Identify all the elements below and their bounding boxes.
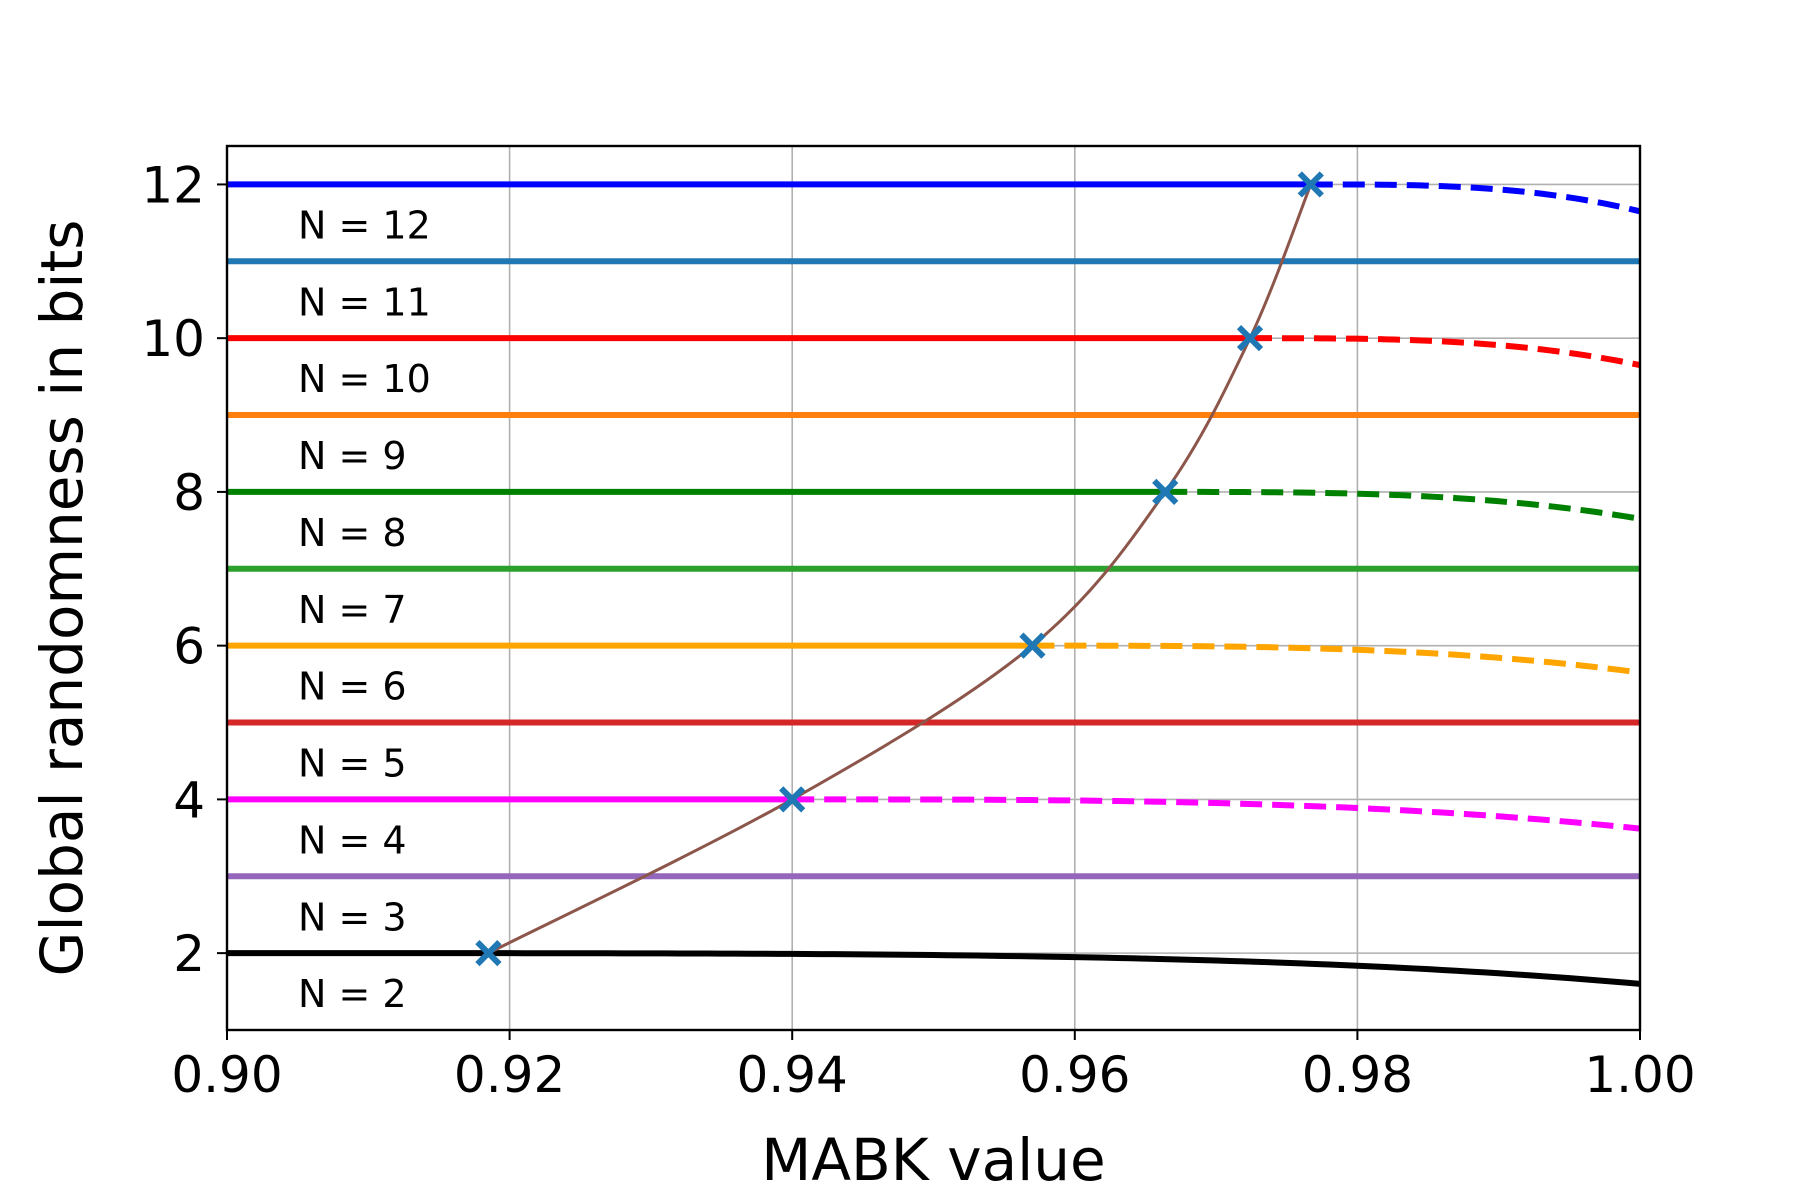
x-tick-label: 0.94 (737, 1046, 848, 1104)
x-tick-label: 0.90 (171, 1046, 282, 1104)
x-tick-label: 0.96 (1019, 1046, 1130, 1104)
level-dashed-n8 (1165, 488, 1641, 522)
n-label: N = 2 (298, 972, 407, 1016)
x-axis-title: MABK value (761, 1126, 1105, 1194)
plot-frame (225, 144, 1642, 1032)
level-dashed-n10 (1250, 335, 1641, 369)
threshold-marker (1019, 632, 1046, 659)
x-tick-label: 0.98 (1302, 1046, 1413, 1104)
level-dashed-n4 (792, 796, 1641, 832)
threshold-marker (1297, 171, 1324, 198)
n-label: N = 5 (298, 742, 407, 786)
level-dashed-n6 (1032, 642, 1641, 676)
n-label: N = 4 (298, 818, 407, 862)
level-lines (227, 181, 1641, 987)
x-tick-label: 1.00 (1584, 1046, 1695, 1104)
n-labels: N = 12 N = 11 N = 10 N = 9 N = 8 N = 7 N = 6 N … (298, 203, 431, 1016)
n-label: N = 11 (298, 280, 431, 324)
threshold-marker (475, 940, 502, 967)
n-label: N = 10 (298, 357, 431, 401)
n-label: N = 9 (298, 434, 407, 478)
level-line-n2 (227, 950, 1641, 987)
y-tick-label: 2 (173, 925, 205, 983)
y-tick-label: 8 (173, 464, 205, 522)
threshold-curve (475, 171, 1324, 967)
n-label: N = 3 (298, 895, 407, 939)
axis-ticks: 0.90 0.92 0.94 0.96 0.98 1.00 2 4 6 8 10 12 (141, 156, 1695, 1104)
y-tick-label: 6 (173, 618, 205, 676)
threshold-marker (1236, 325, 1264, 352)
grid (226, 146, 1641, 1030)
y-axis-title: Global randomness in bits (28, 220, 96, 977)
threshold-marker (1152, 478, 1179, 506)
threshold-marker (779, 786, 806, 813)
n-label: N = 7 (298, 588, 407, 632)
y-tick-label: 10 (141, 310, 205, 368)
n-label: N = 6 (298, 665, 407, 709)
x-tick-label: 0.92 (454, 1046, 565, 1104)
n-label: N = 12 (298, 203, 431, 247)
y-tick-label: 12 (141, 156, 205, 214)
n-label: N = 8 (298, 511, 407, 555)
level-dashed-n12 (1310, 181, 1641, 215)
y-tick-label: 4 (173, 771, 205, 829)
